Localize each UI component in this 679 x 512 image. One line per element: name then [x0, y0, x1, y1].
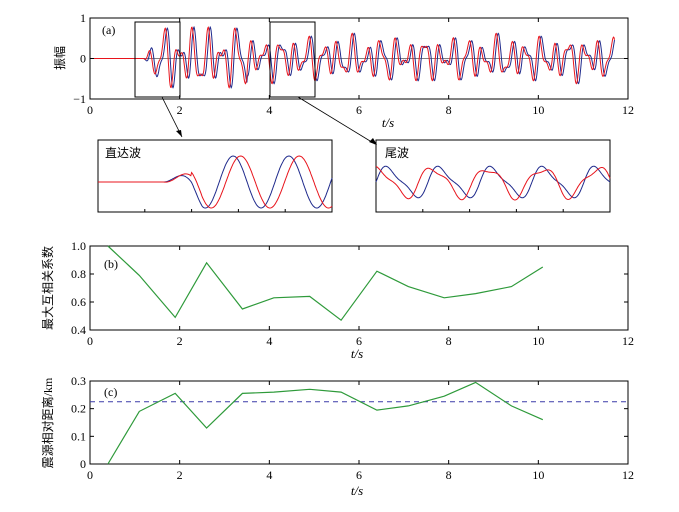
x-tick-label: 2: [177, 103, 183, 117]
y-tick-label: 0.1: [71, 429, 86, 443]
x-tick-label: 6: [356, 103, 362, 117]
y-tick-label: 1.0: [71, 239, 86, 253]
x-tick-label: 4: [266, 103, 272, 117]
panel-c-plot: 0 2 4 6 8 10 12 0.3 0.2 0.1 0: [71, 374, 634, 482]
inset-coda-waveforms: [376, 166, 610, 200]
x-tick-label: 4: [266, 334, 272, 348]
x-tick-label: 10: [532, 334, 544, 348]
x-tick-label: 8: [446, 103, 452, 117]
x-tick-label: 10: [532, 103, 544, 117]
panel-b-xlabel: t/s: [351, 346, 363, 361]
inset-coda: 尾波: [376, 140, 610, 212]
panel-c-ylabel: 震源相对距离/km: [40, 377, 55, 468]
inset-direct-waveforms: [98, 156, 332, 208]
panel-a-xlabel: t/s: [382, 115, 394, 130]
x-tick-label: 0: [87, 334, 93, 348]
series-line: [108, 246, 543, 320]
x-tick-label: 0: [87, 468, 93, 482]
y-tick-label: 0: [80, 457, 86, 471]
x-tick-label: 12: [622, 468, 634, 482]
panel-c-label: (c): [104, 385, 117, 399]
panel-a-label: (a): [102, 23, 115, 37]
series-line: [108, 382, 543, 464]
inset-coda-label: 尾波: [385, 146, 409, 160]
x-tick-label: 2: [177, 468, 183, 482]
panel-b-frame: [90, 246, 628, 330]
x-tick-label: 10: [532, 468, 544, 482]
y-tick-label: 0.6: [71, 295, 86, 309]
x-tick-label: 6: [356, 468, 362, 482]
inset-coda-frame: [376, 140, 610, 212]
y-tick-label: 1: [80, 11, 86, 25]
x-tick-label: 0: [87, 103, 93, 117]
panel-c-frame: [90, 381, 628, 464]
y-tick-label: 0.4: [71, 323, 86, 337]
panel-c: 0 2 4 6 8 10 12 0.3 0.2 0.1 0 (c) 震源相对距离/km t/s: [40, 374, 634, 498]
x-tick-label: 4: [266, 468, 272, 482]
inset-direct: 直达波: [98, 140, 332, 212]
x-tick-label: 12: [622, 334, 634, 348]
x-tick-label: 8: [446, 468, 452, 482]
y-tick-label: −1: [73, 92, 86, 106]
connector-coda: [298, 97, 375, 144]
y-tick-label: 0.8: [71, 267, 86, 281]
panel-b-ylabel: 最大互相关系数: [40, 246, 55, 330]
inset-waveform-red: [376, 166, 610, 200]
x-tick-label: 2: [177, 334, 183, 348]
panel-b-label: (b): [104, 257, 118, 271]
connector-direct-arrow: [176, 130, 182, 137]
x-tick-label: 8: [446, 334, 452, 348]
y-tick-label: 0.2: [71, 402, 86, 416]
y-tick-label: 0.3: [71, 374, 86, 388]
panel-a-waveforms: [90, 27, 628, 88]
x-tick-label: 12: [622, 103, 634, 117]
panel-c-xlabel: t/s: [351, 483, 363, 498]
y-tick-label: 0: [80, 52, 86, 66]
inset-direct-label: 直达波: [105, 146, 141, 160]
inset-waveform-red: [98, 156, 332, 208]
panel-a-ylabel: 振幅: [52, 46, 67, 70]
